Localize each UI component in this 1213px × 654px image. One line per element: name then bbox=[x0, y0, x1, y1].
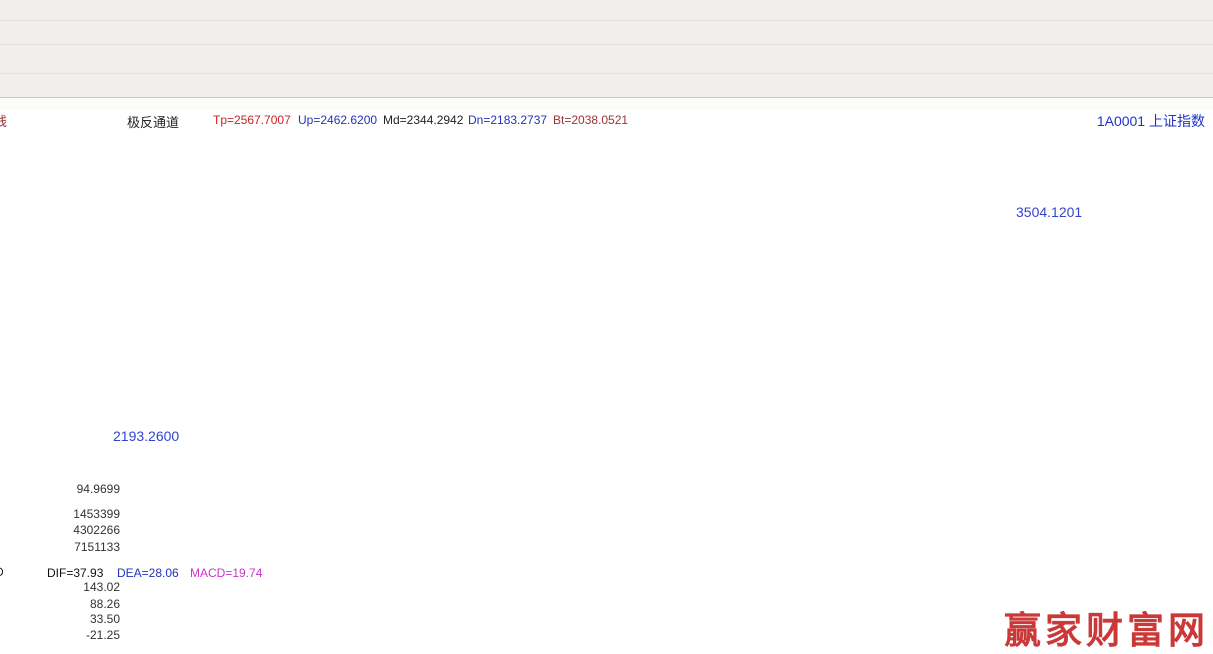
channel-md-value: Md=2344.2942 bbox=[383, 113, 464, 127]
volume-axis-label: 1453399 bbox=[73, 507, 120, 521]
channel-bt-value: Bt=2038.0521 bbox=[553, 113, 629, 127]
macd-pane-label-cut: D bbox=[0, 565, 4, 579]
volume-axis-label: 4302266 bbox=[73, 523, 120, 537]
last-close-annotation: 3504.1201 bbox=[1016, 204, 1083, 220]
symbol-label: 1A0001 上证指数 bbox=[1096, 113, 1205, 129]
macd-axis-label: -21.25 bbox=[85, 628, 120, 642]
menu-bar bbox=[0, 0, 1213, 21]
chart-canvas[interactable] bbox=[0, 110, 1213, 654]
main-axis-bottom-label: 94.9699 bbox=[76, 482, 120, 496]
macd-axis-label: 33.50 bbox=[89, 612, 120, 626]
volume-axis-label: 7151133 bbox=[74, 540, 120, 554]
macd-dea-value: DEA=28.06 bbox=[117, 566, 179, 580]
mode-toolbar bbox=[0, 21, 1213, 45]
channel-dn-value: Dn=2183.2737 bbox=[468, 113, 548, 127]
main-toolbar bbox=[0, 45, 1213, 74]
pivot-low-annotation: 2193.2600 bbox=[113, 428, 180, 444]
drawing-toolbar bbox=[0, 74, 1213, 98]
chart-area: 线 极反通道 Tp=2567.7007 Up=2462.6200 Md=2344… bbox=[0, 110, 1213, 654]
channel-tp-value: Tp=2567.7007 bbox=[213, 113, 291, 127]
macd-macd-value: MACD=19.74 bbox=[190, 566, 263, 580]
macd-axis-label: 88.26 bbox=[89, 597, 120, 611]
macd-axis-label: 143.02 bbox=[83, 580, 120, 594]
kline-pane-label-cut: 线 bbox=[0, 114, 8, 129]
channel-up-value: Up=2462.6200 bbox=[298, 113, 378, 127]
channel-name-label: 极反通道 bbox=[127, 115, 180, 130]
macd-dif-value: DIF=37.93 bbox=[47, 566, 104, 580]
site-watermark: 赢家财富网 bbox=[1004, 608, 1209, 652]
